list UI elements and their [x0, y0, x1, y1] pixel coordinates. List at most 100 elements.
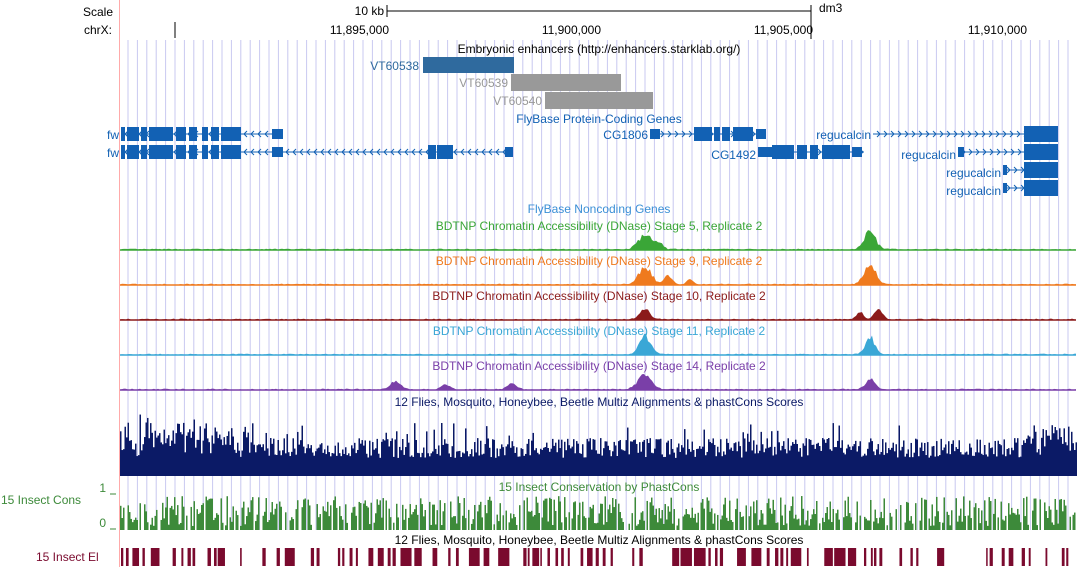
cons-bar [324, 510, 326, 530]
cons-bar [1059, 499, 1061, 530]
cons-bar [262, 515, 264, 530]
track-title-dnase-stage11[interactable]: BDTNP Chromatin Accessibility (DNase) St… [432, 324, 766, 338]
element-block [532, 548, 540, 566]
conservation-track[interactable] [110, 493, 1076, 530]
enhancer-label[interactable]: VT60540 [493, 94, 542, 108]
multiz-bar [763, 452, 765, 476]
cons-bar [825, 513, 827, 530]
element-block [342, 548, 345, 566]
gene-label[interactable]: regucalcin [816, 128, 871, 142]
gene-label[interactable]: CG1806 [603, 128, 648, 142]
cons-bar [457, 496, 459, 530]
multiz-bar [240, 456, 242, 476]
enhancer-label[interactable]: VT60538 [370, 59, 419, 73]
track-title-dnase-stage5[interactable]: BDTNP Chromatin Accessibility (DNase) St… [435, 219, 763, 233]
multiz-bar [778, 442, 780, 476]
cons-bar [1045, 511, 1047, 530]
cons-bar [376, 499, 378, 530]
track-title-noncoding[interactable]: FlyBase Noncoding Genes [527, 202, 671, 216]
side-label-cons[interactable]: 15 Insect Cons [1, 493, 82, 507]
multiz-bar [523, 455, 525, 476]
gene-label[interactable]: fw [107, 146, 119, 160]
track-title-dnase-stage9[interactable]: BDTNP Chromatin Accessibility (DNase) St… [435, 254, 763, 268]
track-title-conservation[interactable]: 15 Insect Conservation by PhastCons [498, 480, 700, 494]
track-title-elements[interactable]: 12 Flies, Mosquito, Honeybee, Beetle Mul… [394, 533, 804, 547]
track-title-dnase-stage14[interactable]: BDTNP Chromatin Accessibility (DNase) St… [432, 359, 766, 373]
cons-bar [1074, 512, 1076, 530]
dnase-tracks[interactable] [120, 230, 1076, 391]
cons-bar [979, 523, 981, 530]
strand-arrow [688, 130, 693, 138]
gene-label[interactable]: regucalcin [901, 148, 956, 162]
multiz-bar [759, 450, 761, 476]
cons-bar [499, 503, 501, 530]
gene-label[interactable]: CG1492 [711, 148, 756, 162]
multiz-bar [331, 453, 333, 476]
multiz-bar [910, 442, 912, 476]
cons-bar [864, 516, 866, 530]
multiz-track[interactable] [120, 414, 1077, 476]
multiz-bar [891, 447, 893, 476]
multiz-bar [751, 450, 753, 476]
multiz-bar [231, 428, 233, 476]
multiz-bar [892, 442, 894, 476]
multiz-bar [720, 439, 722, 476]
strand-arrow [495, 148, 500, 156]
cons-bar [589, 506, 591, 530]
multiz-bar [591, 449, 593, 476]
cons-bar [441, 525, 443, 530]
multiz-bar [796, 444, 798, 476]
multiz-bar [691, 441, 693, 476]
side-label-elements[interactable]: 15 Insect El [36, 550, 99, 564]
multiz-bar [976, 439, 978, 476]
multiz-bar [211, 435, 213, 476]
cons-bar [472, 519, 474, 530]
element-block [540, 548, 542, 566]
strand-arrow [320, 148, 325, 156]
element-block [555, 548, 559, 566]
strand-arrow [488, 148, 493, 156]
gene-label[interactable]: fw [107, 128, 119, 142]
base-position-ruler[interactable] [174, 5, 812, 39]
cons-bar [796, 519, 798, 530]
cons-bar [816, 500, 818, 530]
cons-bar [604, 496, 606, 530]
enhancer-track[interactable] [423, 57, 653, 109]
multiz-bar [687, 439, 689, 476]
cons-bar [850, 517, 852, 530]
cons-bar [613, 507, 615, 530]
cons-bar [720, 519, 722, 530]
cons-bar [784, 504, 786, 530]
gene-label[interactable]: regucalcin [946, 184, 1001, 198]
multiz-bar [457, 451, 459, 476]
enhancer-label[interactable]: VT60539 [459, 76, 508, 90]
conserved-elements-track[interactable] [121, 548, 1069, 566]
multiz-bar [616, 455, 618, 476]
multiz-bar [196, 439, 198, 476]
multiz-bar [997, 440, 999, 476]
cons-bar [1002, 519, 1004, 530]
cons-bar [729, 500, 731, 530]
gene-exon [141, 127, 147, 141]
multiz-bar [870, 438, 872, 476]
cons-bar [396, 503, 398, 530]
strand-arrow [481, 148, 486, 156]
track-title-dnase-stage10[interactable]: BDTNP Chromatin Accessibility (DNase) St… [432, 289, 766, 303]
multiz-bar [306, 448, 308, 476]
multiz-bar [397, 457, 399, 476]
track-title-enhancers[interactable]: Embryonic enhancers (http://enhancers.st… [457, 42, 741, 56]
cons-bar [264, 511, 266, 530]
track-title-protein-coding[interactable]: FlyBase Protein-Coding Genes [516, 112, 682, 126]
cons-bar [592, 504, 594, 530]
multiz-bar [142, 444, 144, 476]
strand-arrow [1016, 130, 1021, 138]
multiz-bar [894, 451, 896, 476]
protein-coding-gene-track[interactable] [121, 126, 1058, 196]
strand-arrow [355, 148, 360, 156]
track-title-multiz[interactable]: 12 Flies, Mosquito, Honeybee, Beetle Mul… [394, 395, 804, 409]
multiz-bar [753, 440, 755, 476]
strand-arrow [1013, 166, 1018, 174]
gene-label[interactable]: regucalcin [946, 166, 1001, 180]
